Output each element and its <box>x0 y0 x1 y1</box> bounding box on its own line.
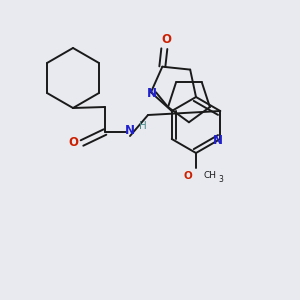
Text: CH: CH <box>204 172 217 181</box>
Text: H: H <box>139 121 147 131</box>
Text: O: O <box>161 33 171 46</box>
Text: O: O <box>68 136 78 149</box>
Text: N: N <box>125 124 135 136</box>
Text: N: N <box>213 134 223 148</box>
Text: N: N <box>147 87 157 100</box>
Text: O: O <box>184 171 192 181</box>
Text: 3: 3 <box>218 175 223 184</box>
